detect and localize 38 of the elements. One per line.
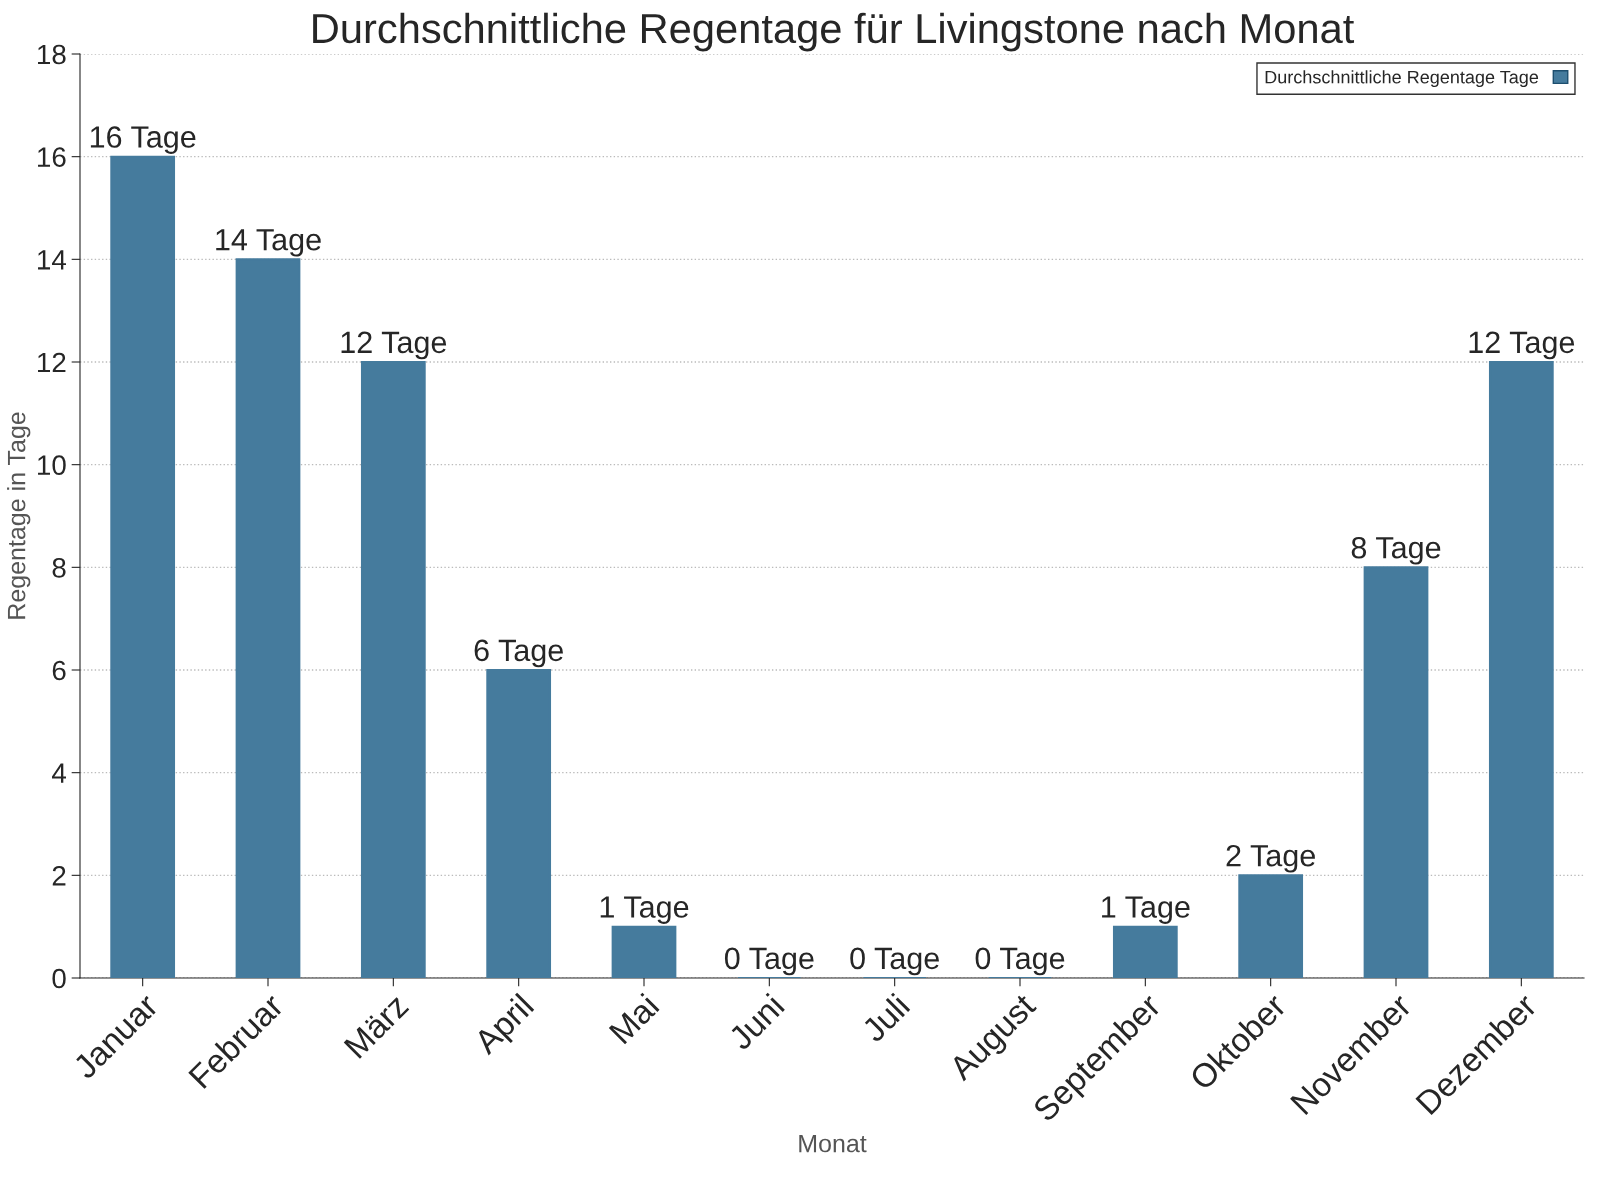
data-label: 1 Tage: [1102, 896, 1190, 924]
y-tick-label: 8: [52, 558, 66, 578]
y-tick-label: 14: [38, 250, 66, 270]
data-label: 1 Tage: [600, 896, 689, 924]
y-tick-label: 18: [38, 44, 66, 65]
bar: [360, 360, 426, 978]
data-label: 12 Tage: [1469, 331, 1575, 360]
x-axis-title: Monat: [799, 1134, 867, 1153]
y-tick-label: 2: [52, 866, 66, 886]
data-label: 0 Tage: [724, 947, 814, 976]
data-label: 0 Tage: [975, 947, 1065, 976]
chart-title: Durchschnittliche Regentage für Livingstone nach Monat: [313, 12, 1355, 52]
y-tick-label: 4: [52, 763, 66, 783]
data-label: 16 Tage: [90, 126, 196, 154]
bar: [110, 155, 176, 978]
data-label: 6 Tage: [474, 639, 563, 668]
x-tick-label: Juni: [726, 992, 786, 1052]
bar: [611, 925, 677, 978]
bar: [1238, 874, 1304, 978]
bar: [235, 258, 301, 978]
bar: [1112, 925, 1178, 978]
y-tick-label: 10: [38, 455, 66, 476]
x-tick-label: Mai: [607, 992, 660, 1045]
y-tick-label: 6: [52, 660, 66, 681]
bar: [1363, 566, 1429, 978]
x-tick-label: Juli: [859, 992, 911, 1044]
y-tick-label: 12: [38, 352, 66, 373]
data-label: 14 Tage: [216, 229, 321, 257]
y-tick-label: 0: [52, 968, 66, 989]
y-axis-title: Regentage in Tage: [7, 412, 31, 619]
data-label: 8 Tage: [1351, 536, 1441, 565]
bar: [486, 668, 552, 978]
data-label: 0 Tage: [850, 947, 939, 976]
legend-label: Durchschnittliche Regentage Tage: [1265, 70, 1539, 88]
y-tick-label: 16: [38, 147, 66, 168]
data-label: 12 Tage: [341, 331, 447, 360]
bar: [1488, 360, 1554, 978]
data-label: 2 Tage: [1226, 844, 1315, 873]
